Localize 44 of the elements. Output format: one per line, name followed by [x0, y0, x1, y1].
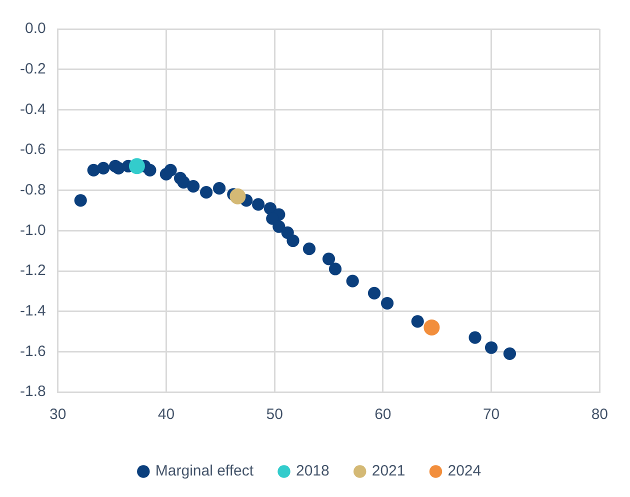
y-tick-label: -1.4 — [20, 302, 46, 320]
y-tick-label: -0.2 — [20, 60, 46, 78]
point — [200, 186, 213, 199]
point — [144, 164, 156, 176]
y-tick-label: -0.4 — [20, 100, 46, 118]
y-tick-label: -1.6 — [20, 342, 46, 360]
point — [252, 198, 265, 211]
point — [302, 242, 316, 256]
x-tick-label: 60 — [374, 406, 392, 424]
y-tick-label: -1.8 — [20, 383, 46, 400]
x-tick-label: 70 — [482, 406, 500, 424]
y-tick-label: -1.0 — [20, 222, 46, 239]
point — [272, 220, 286, 233]
point — [328, 262, 342, 276]
legend-label: 2018 — [296, 462, 330, 480]
point — [213, 182, 226, 195]
point — [503, 347, 516, 360]
point — [177, 176, 190, 189]
y-tick-label: -0.8 — [20, 181, 46, 198]
y-tick-label: 0.0 — [24, 20, 46, 38]
point — [128, 158, 145, 174]
point — [424, 319, 440, 336]
point — [286, 234, 300, 248]
point — [74, 194, 87, 207]
x-tick-label: 80 — [591, 406, 608, 424]
point — [346, 274, 359, 288]
point — [468, 331, 482, 344]
point — [230, 188, 246, 204]
point — [484, 341, 498, 354]
x-tick-label: 40 — [158, 406, 175, 424]
point — [411, 315, 424, 328]
x-tick-label: 30 — [50, 406, 66, 424]
x-tick-label: 50 — [266, 406, 283, 424]
legend-label: Marginal effect — [155, 462, 254, 480]
point — [380, 296, 394, 310]
legend-label: 2024 — [448, 462, 482, 480]
point — [368, 286, 381, 300]
point — [97, 162, 110, 174]
legend-label: 2021 — [372, 462, 406, 480]
point — [322, 252, 336, 266]
point — [187, 180, 200, 193]
point — [164, 164, 177, 176]
y-tick-label: -0.6 — [20, 141, 46, 158]
y-tick-label: -1.2 — [20, 262, 46, 280]
